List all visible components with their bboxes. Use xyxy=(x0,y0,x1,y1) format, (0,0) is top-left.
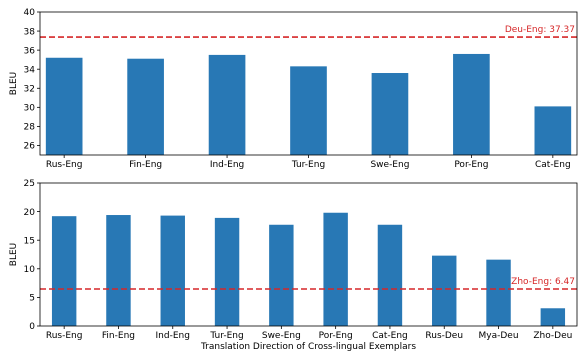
x-tick-label: Tur-Eng xyxy=(291,160,325,170)
y-tick-label: 15 xyxy=(24,236,35,246)
y-tick-label: 5 xyxy=(29,294,35,304)
x-tick-label: Swe-Eng xyxy=(370,160,409,170)
bar-tur-eng xyxy=(290,66,327,155)
y-tick-label: 10 xyxy=(24,265,36,275)
y-tick-label: 20 xyxy=(24,208,36,218)
x-tick-label: Zho-Deu xyxy=(533,331,572,341)
bar-swe-eng xyxy=(269,224,294,326)
x-tick-label: Tur-Eng xyxy=(209,331,243,341)
x-tick-label: Ind-Eng xyxy=(156,331,190,341)
y-tick-label: 40 xyxy=(24,8,36,18)
x-tick-label: Rus-Deu xyxy=(425,331,463,341)
bar-por-eng xyxy=(453,53,490,156)
x-tick-label: Por-Eng xyxy=(319,331,353,341)
bar-fin-eng xyxy=(127,58,164,155)
y-tick-label: 34 xyxy=(24,65,36,75)
y-tick-label: 36 xyxy=(24,46,36,56)
axes-frame xyxy=(39,182,578,327)
y-tick-label: 26 xyxy=(24,142,36,152)
bar-tur-eng xyxy=(214,217,240,326)
x-tick-label: Mya-Deu xyxy=(479,331,519,341)
x-tick-label: Cat-Eng xyxy=(372,331,408,341)
x-tick-label: Cat-Eng xyxy=(535,160,571,170)
y-axis-label: BLEU xyxy=(9,243,19,266)
x-tick-label: Rus-Eng xyxy=(46,160,83,170)
bar-cat-eng xyxy=(377,224,403,326)
x-tick-label: Por-Eng xyxy=(454,160,488,170)
y-tick-label: 38 xyxy=(24,27,36,37)
y-tick-label: 32 xyxy=(24,84,35,94)
x-axis-label: Translation Direction of Cross-lingual E… xyxy=(200,342,416,352)
bar-swe-eng xyxy=(371,73,409,155)
bar-fin-eng xyxy=(106,215,131,326)
bar-ind-eng xyxy=(208,54,246,155)
y-tick-label: 28 xyxy=(24,123,36,133)
x-tick-label: Fin-Eng xyxy=(129,160,162,170)
y-axis-label: BLEU xyxy=(9,72,19,95)
bar-rus-eng xyxy=(45,57,83,156)
bar-rus-deu xyxy=(432,255,457,326)
y-tick-label: 30 xyxy=(24,104,36,114)
x-tick-label: Fin-Eng xyxy=(102,331,135,341)
chart-bottom: Zho-Eng: 6.47 0 5 10 15 20 25 Rus-Eng Fin-Eng Ind… xyxy=(9,179,578,352)
reference-label: Zho-Eng: 6.47 xyxy=(511,277,575,287)
bar-por-eng xyxy=(323,212,348,326)
x-tick-label: Ind-Eng xyxy=(210,160,244,170)
x-tick-label: Swe-Eng xyxy=(262,331,301,341)
chart-top: Deu-Eng: 37.37 26 28 30 32 34 36 38 40 Rus-Eng Fin… xyxy=(9,8,578,170)
reference-label: Deu-Eng: 37.37 xyxy=(505,25,575,35)
bar-cat-eng xyxy=(534,106,572,155)
y-tick-label: 25 xyxy=(24,179,35,189)
bar-mya-deu xyxy=(486,259,511,326)
bar-ind-eng xyxy=(160,215,185,326)
y-tick-label: 0 xyxy=(29,322,35,332)
x-tick-label: Rus-Eng xyxy=(46,331,83,341)
bar-zho-deu xyxy=(540,308,566,326)
bar-rus-eng xyxy=(51,216,77,326)
